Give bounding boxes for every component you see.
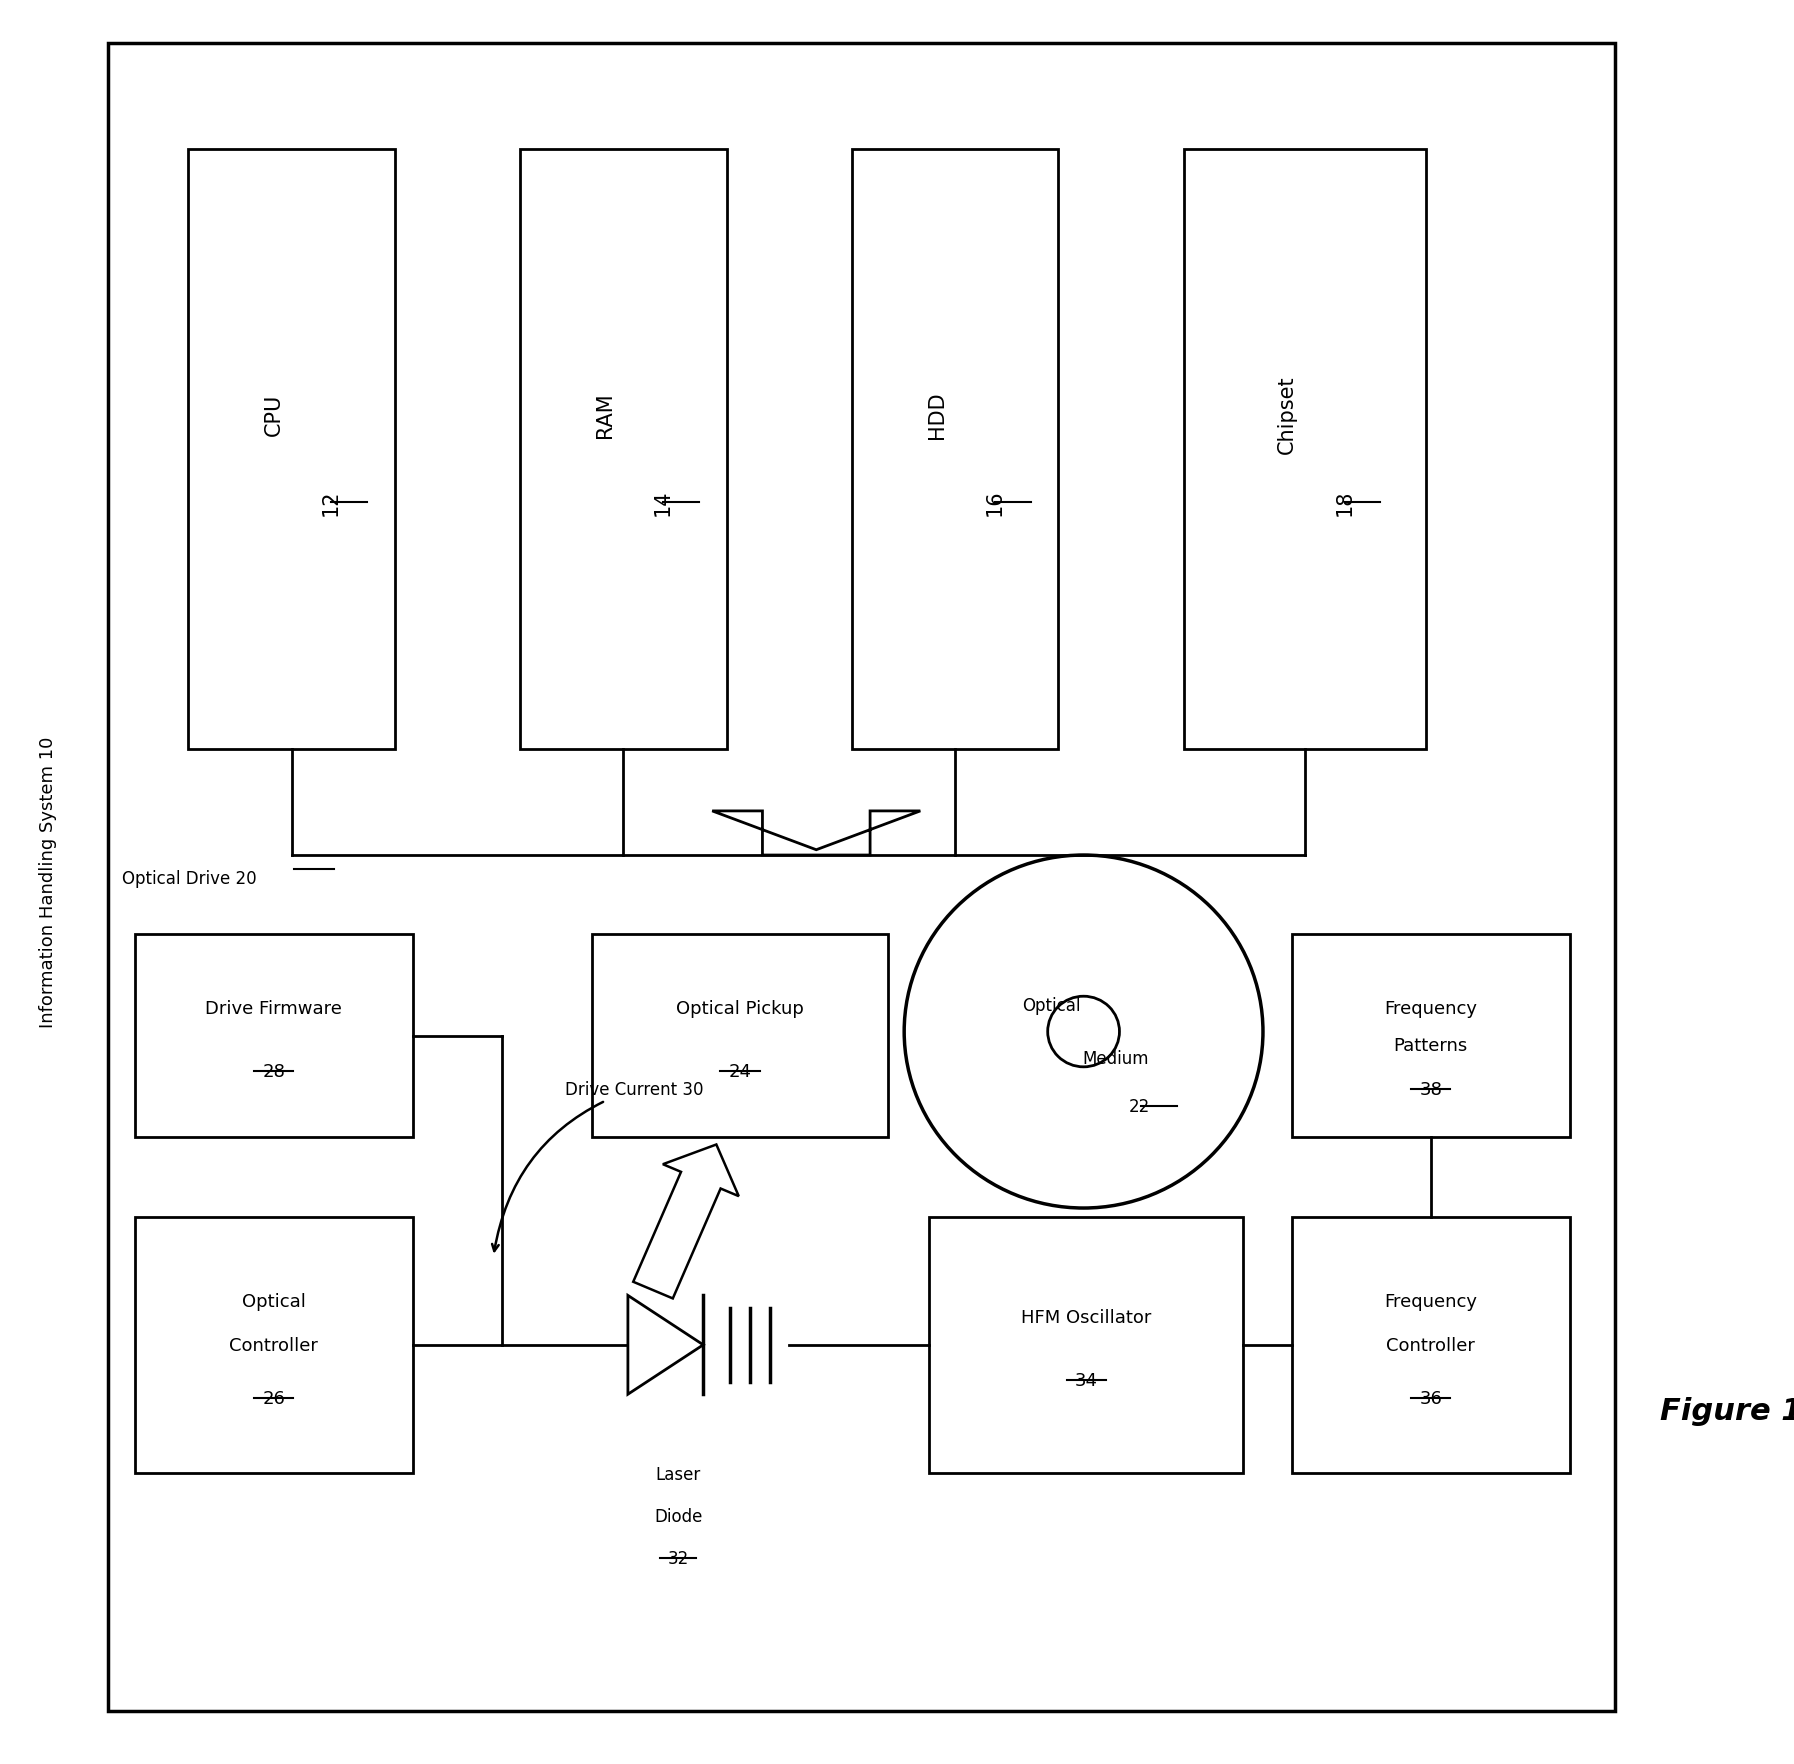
FancyBboxPatch shape (135, 935, 413, 1138)
Text: Drive Current 30: Drive Current 30 (492, 1080, 703, 1251)
Text: 12: 12 (321, 489, 341, 517)
Text: 26: 26 (262, 1388, 285, 1408)
FancyBboxPatch shape (929, 1217, 1243, 1473)
Text: Optical Pickup: Optical Pickup (676, 998, 804, 1018)
FancyBboxPatch shape (1292, 935, 1570, 1138)
FancyBboxPatch shape (1292, 1217, 1570, 1473)
FancyBboxPatch shape (135, 1217, 413, 1473)
FancyBboxPatch shape (592, 935, 888, 1138)
Polygon shape (633, 1145, 739, 1298)
Text: Controller: Controller (230, 1335, 318, 1355)
Text: Optical: Optical (242, 1291, 305, 1311)
Text: RAM: RAM (596, 392, 615, 437)
FancyBboxPatch shape (520, 150, 727, 750)
Text: Laser: Laser (655, 1464, 701, 1484)
Text: 34: 34 (1075, 1371, 1098, 1390)
Polygon shape (712, 811, 920, 856)
FancyBboxPatch shape (1184, 150, 1426, 750)
FancyBboxPatch shape (188, 150, 395, 750)
Text: Chipset: Chipset (1277, 376, 1297, 453)
Text: 18: 18 (1335, 490, 1354, 515)
Text: CPU: CPU (264, 393, 283, 436)
Text: Controller: Controller (1387, 1335, 1475, 1355)
FancyBboxPatch shape (852, 150, 1058, 750)
Text: Optical: Optical (1023, 997, 1080, 1014)
Text: Medium: Medium (1082, 1050, 1150, 1067)
Polygon shape (628, 1295, 703, 1394)
Text: Frequency: Frequency (1385, 998, 1476, 1018)
Text: Figure 1: Figure 1 (1659, 1397, 1794, 1425)
Text: 32: 32 (667, 1549, 689, 1568)
Text: 28: 28 (262, 1062, 285, 1081)
Text: Diode: Diode (655, 1506, 701, 1526)
Text: 22: 22 (1128, 1097, 1150, 1115)
Text: Frequency: Frequency (1385, 1291, 1476, 1311)
Text: Patterns: Patterns (1394, 1035, 1467, 1055)
Text: HFM Oscillator: HFM Oscillator (1021, 1307, 1152, 1327)
FancyBboxPatch shape (108, 44, 1615, 1711)
Text: 24: 24 (728, 1062, 752, 1081)
Text: Optical Drive 20: Optical Drive 20 (122, 870, 257, 887)
Text: Drive Firmware: Drive Firmware (205, 998, 343, 1018)
Text: 36: 36 (1419, 1388, 1442, 1408)
Text: Information Handling System 10: Information Handling System 10 (39, 736, 57, 1028)
Text: 38: 38 (1419, 1080, 1442, 1099)
Text: 14: 14 (653, 489, 673, 517)
Text: HDD: HDD (927, 392, 947, 437)
Text: 16: 16 (985, 489, 1005, 517)
